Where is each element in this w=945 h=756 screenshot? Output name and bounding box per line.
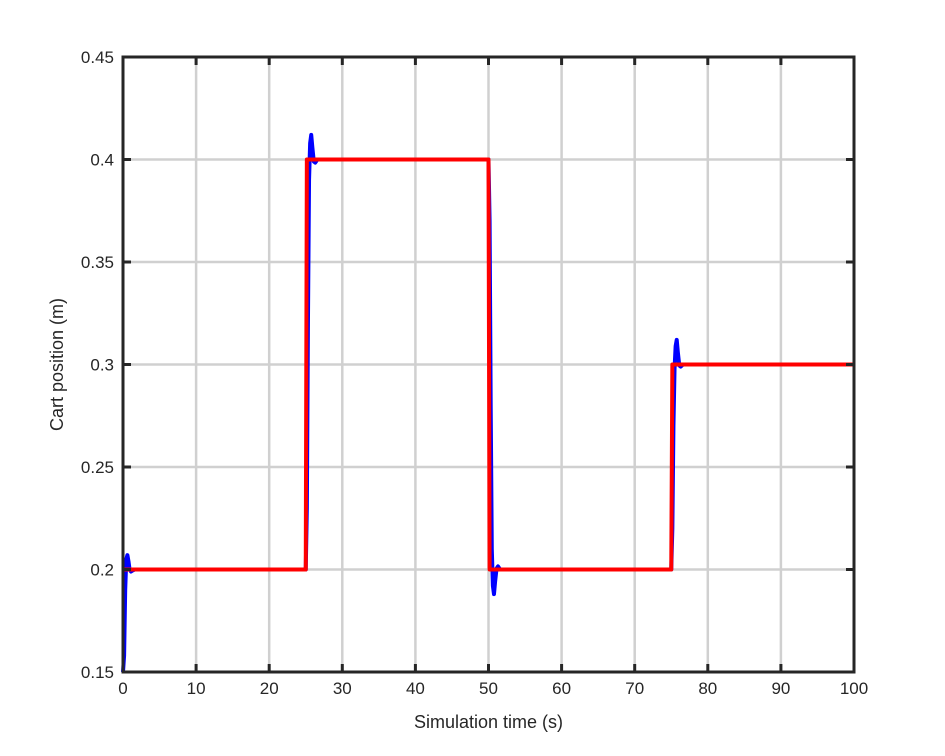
y-tick-label: 0.2 [90,561,114,580]
y-tick-label: 0.35 [81,253,114,272]
x-tick-label: 20 [260,679,279,698]
x-tick-label: 100 [840,679,868,698]
tick-marks [121,55,856,674]
x-tick-label: 90 [771,679,790,698]
x-tick-label: 60 [552,679,571,698]
series-line-red [123,157,854,572]
x-tick-label: 40 [406,679,425,698]
series-layer [121,132,854,673]
y-axis-title: Cart position (m) [47,298,67,431]
x-tick-label: 10 [187,679,206,698]
x-tick-label: 70 [625,679,644,698]
y-tick-label: 0.4 [90,151,114,170]
x-axis-title: Simulation time (s) [414,712,563,732]
x-tick-labels: 0 10 20 30 40 50 60 70 80 90 100 [118,679,868,698]
x-tick-label: 30 [333,679,352,698]
y-tick-label: 0.45 [81,48,114,67]
x-tick-label: 0 [118,679,127,698]
x-tick-label: 80 [698,679,717,698]
x-tick-label: 50 [479,679,498,698]
y-tick-label: 0.25 [81,458,114,477]
y-tick-label: 0.15 [81,663,114,682]
y-tick-label: 0.3 [90,356,114,375]
y-tick-labels: 0.15 0.2 0.25 0.3 0.35 0.4 0.45 [81,48,114,682]
